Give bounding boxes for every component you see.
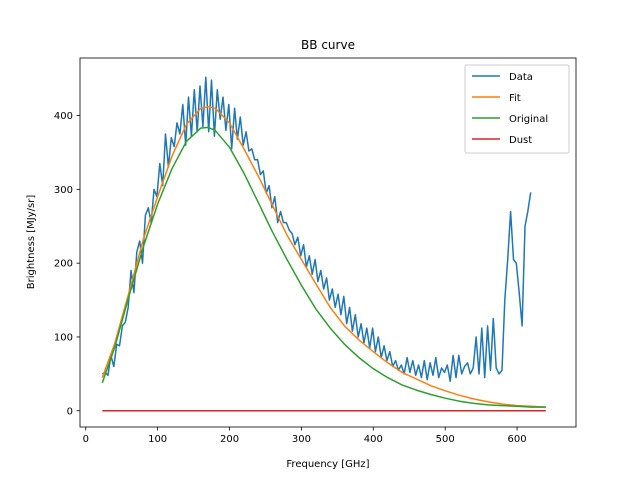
x-tick-label: 500 xyxy=(436,434,455,445)
series-layer xyxy=(101,76,546,412)
y-tick-label: 100 xyxy=(54,332,73,343)
legend-label-data: Data xyxy=(509,72,533,83)
x-tick-label: 100 xyxy=(148,434,167,445)
legend-label-fit: Fit xyxy=(509,93,521,104)
legend-label-dust: Dust xyxy=(509,135,532,146)
x-axis: 0 100 200 300 400 500 600 xyxy=(83,427,527,445)
legend-box xyxy=(464,64,570,154)
chart-title: BB curve xyxy=(301,38,355,52)
y-tick-label: 200 xyxy=(54,259,73,270)
y-tick-label: 300 xyxy=(54,185,73,196)
series-line-original xyxy=(101,126,546,408)
y-axis: 0 100 200 300 400 xyxy=(54,111,80,417)
series-line-fit xyxy=(101,105,546,408)
x-tick-label: 200 xyxy=(220,434,239,445)
x-tick-label: 400 xyxy=(364,434,383,445)
legend-label-original: Original xyxy=(509,114,548,125)
y-tick-label: 0 xyxy=(67,406,73,417)
series-line-data xyxy=(101,76,532,382)
x-axis-label: Frequency [GHz] xyxy=(286,459,369,470)
plot-area-frame xyxy=(79,57,577,428)
x-tick-label: 0 xyxy=(83,434,89,445)
y-axis-label: Brightness [MJy/sr] xyxy=(26,195,37,290)
x-tick-label: 600 xyxy=(508,434,527,445)
x-tick-label: 300 xyxy=(292,434,311,445)
legend: Data Fit Original Dust xyxy=(464,64,570,154)
y-tick-label: 400 xyxy=(54,111,73,122)
